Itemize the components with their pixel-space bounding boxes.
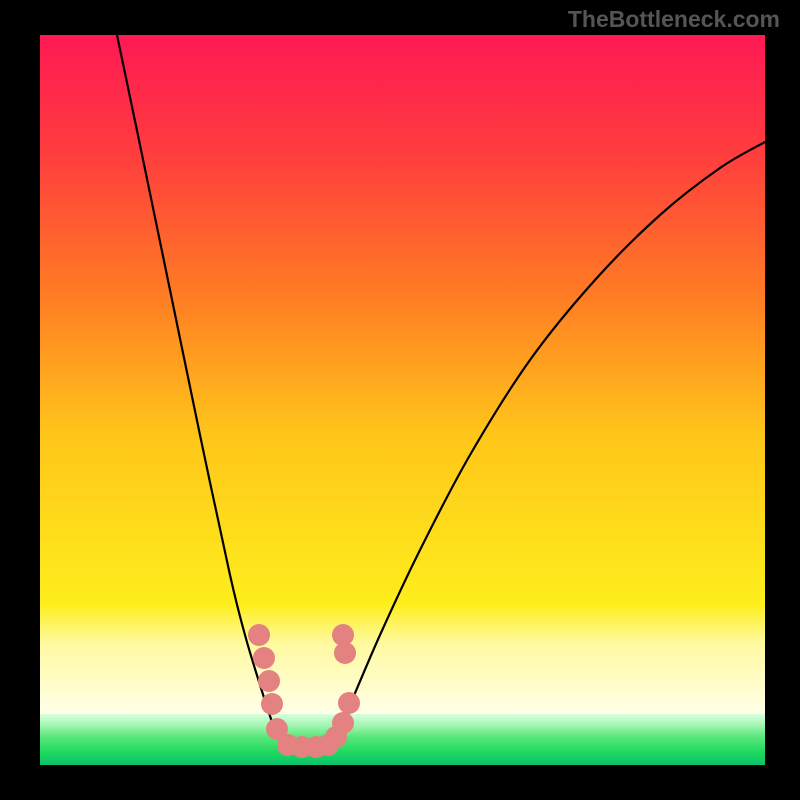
chart-svg-layer [40,35,765,765]
valley-marker-dot [332,712,354,734]
valley-marker-group [248,624,360,758]
watermark-text: TheBottleneck.com [568,6,780,33]
valley-marker-dot [253,647,275,669]
valley-marker-dot [248,624,270,646]
bottleneck-curve-right [338,142,765,732]
chart-plot-area [40,35,765,765]
valley-marker-dot [334,642,356,664]
valley-marker-dot [338,692,360,714]
valley-marker-dot [258,670,280,692]
valley-marker-dot [261,693,283,715]
